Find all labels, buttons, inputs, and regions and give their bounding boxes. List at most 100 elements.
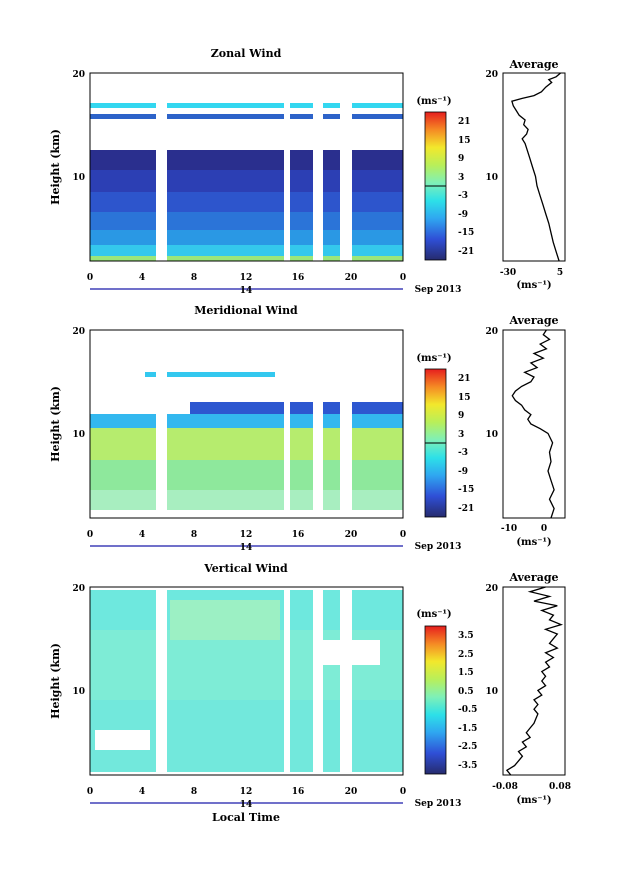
field-gap — [156, 587, 167, 775]
average-frame — [502, 72, 566, 262]
meridional-wind-field — [90, 330, 403, 518]
field-band — [90, 460, 403, 490]
colorbar-tick-label: 15 — [458, 136, 471, 146]
average-y-tick-label: 20 — [485, 584, 498, 594]
average-frame — [502, 329, 566, 519]
field-gap — [156, 330, 167, 518]
average-x-axis-label: (ms⁻¹) — [516, 537, 551, 548]
field-gap — [313, 73, 323, 261]
y-tick-label: 10 — [72, 173, 85, 183]
average-x-axis-label: (ms⁻¹) — [516, 280, 551, 291]
colorbar-tick-label: -1.5 — [458, 724, 477, 734]
colorbar-tick-label: 1.5 — [458, 668, 474, 678]
average-x-tick-label: -30 — [500, 268, 516, 278]
average-y-tick-label: 10 — [485, 430, 498, 440]
average-y-tick-label: 10 — [485, 173, 498, 183]
colorbar-tick-label: 3.5 — [458, 631, 474, 641]
average-profile-line — [511, 72, 562, 262]
y-tick-label: 20 — [72, 327, 85, 337]
field-gap — [284, 587, 290, 775]
heatmap-frame — [89, 72, 404, 262]
field-band — [90, 428, 403, 460]
colorbar-tick-label: 0.5 — [458, 687, 474, 697]
colorbar: (ms⁻¹) 21 15 9 3 -3 -9 -15 -21 — [416, 353, 474, 518]
average-y-tick-label: 20 — [485, 70, 498, 80]
y-axis-label: Height (km) — [49, 129, 62, 205]
x-ticks: 0 4 8 12 16 20 0 — [87, 273, 406, 283]
vertical-wind-field — [90, 587, 403, 775]
x-tick-label: 8 — [191, 273, 197, 283]
y-axis-label: Height (km) — [49, 643, 62, 719]
x-tick-label: 0 — [87, 273, 93, 283]
field-band — [90, 114, 403, 119]
zonal-wind-field — [90, 73, 403, 261]
colorbar-tick-label: -3.5 — [458, 761, 477, 771]
colorbar: (ms⁻¹) 21 15 9 3 -3 -9 -15 -21 — [416, 96, 474, 261]
panel-title: Zonal Wind — [211, 47, 282, 60]
average-profile-line — [511, 329, 555, 519]
colorbar-tick-label: -3 — [458, 448, 468, 458]
panel-vertical-wind: Vertical Wind 0 4 8 12 16 — [49, 562, 571, 824]
panel-title: Vertical Wind — [203, 562, 288, 575]
average-profile-line — [505, 586, 564, 776]
average-title: Average — [508, 571, 558, 584]
x-tick-label: 0 — [400, 787, 406, 797]
x-tick-label: 12 — [240, 530, 253, 540]
colorbar-tick-label: -15 — [458, 228, 474, 238]
field-band — [90, 230, 403, 245]
colorbar-tick-label: -9 — [458, 210, 468, 220]
colorbar-tick-label: -9 — [458, 467, 468, 477]
x-tick-label: 16 — [292, 530, 305, 540]
panel-zonal-wind: Zonal Wind 0 4 8 — [49, 47, 566, 296]
heatmap-plot: 0 4 8 12 16 20 0 10 20 Height (km) 14 Se… — [49, 327, 461, 553]
x-tick-label: 12 — [240, 273, 253, 283]
field-patch — [95, 730, 150, 750]
field-band — [90, 414, 403, 428]
x-tick-label: 20 — [345, 273, 358, 283]
average-x-tick-label: 5 — [557, 268, 563, 278]
y-tick-label: 10 — [72, 687, 85, 697]
heatmap-plot: 0 4 8 12 16 20 0 10 20 Height (km) 14 Se… — [49, 70, 461, 296]
colorbar-tick-label: 9 — [458, 154, 464, 164]
x-tick-label: 0 — [400, 530, 406, 540]
y-tick-label: 10 — [72, 430, 85, 440]
x-tick-label: 20 — [345, 787, 358, 797]
average-x-tick-label: -10 — [501, 524, 517, 534]
colorbar-unit: (ms⁻¹) — [416, 609, 451, 620]
y-axis-label: Height (km) — [49, 386, 62, 462]
x-ticks: 0 4 8 12 16 20 0 — [87, 530, 406, 540]
heatmap-frame — [89, 586, 404, 776]
colorbar-tick-label: 9 — [458, 411, 464, 421]
field-gap — [340, 587, 352, 775]
colorbar-tick-label: -2.5 — [458, 742, 477, 752]
field-gap — [284, 330, 290, 518]
x-tick-label: 4 — [139, 530, 145, 540]
field-gap — [313, 330, 323, 518]
x-tick-label: 12 — [240, 787, 253, 797]
colorbar-tick-label: 21 — [458, 117, 471, 127]
colorbar-unit: (ms⁻¹) — [416, 353, 451, 364]
field-gap — [340, 330, 352, 518]
field-band — [145, 372, 275, 377]
average-profile: Average 10 20 -0.08 0.08 (ms⁻¹) — [485, 571, 570, 806]
colorbar-tick-label: 3 — [458, 430, 464, 440]
x-tick-label: 4 — [139, 787, 145, 797]
x-tick-label: 4 — [139, 273, 145, 283]
heatmap-frame — [89, 329, 404, 519]
field-band — [90, 170, 403, 192]
colorbar-tick-label: -3 — [458, 191, 468, 201]
colorbar-tick-label: -0.5 — [458, 705, 477, 715]
date-axis-label: Sep 2013 — [415, 799, 462, 809]
field-band — [90, 212, 403, 230]
field-gap — [340, 73, 352, 261]
field-band — [90, 245, 403, 257]
x-tick-label: 8 — [191, 530, 197, 540]
x-tick-label: 16 — [292, 787, 305, 797]
average-x-tick-label: 0 — [541, 524, 547, 534]
date-axis-label: Sep 2013 — [415, 285, 462, 295]
x-tick-label: 20 — [345, 530, 358, 540]
colorbar-tick-label: 21 — [458, 374, 471, 384]
field-gap — [284, 73, 290, 261]
average-x-axis-label: (ms⁻¹) — [516, 795, 551, 806]
average-frame — [502, 586, 566, 776]
